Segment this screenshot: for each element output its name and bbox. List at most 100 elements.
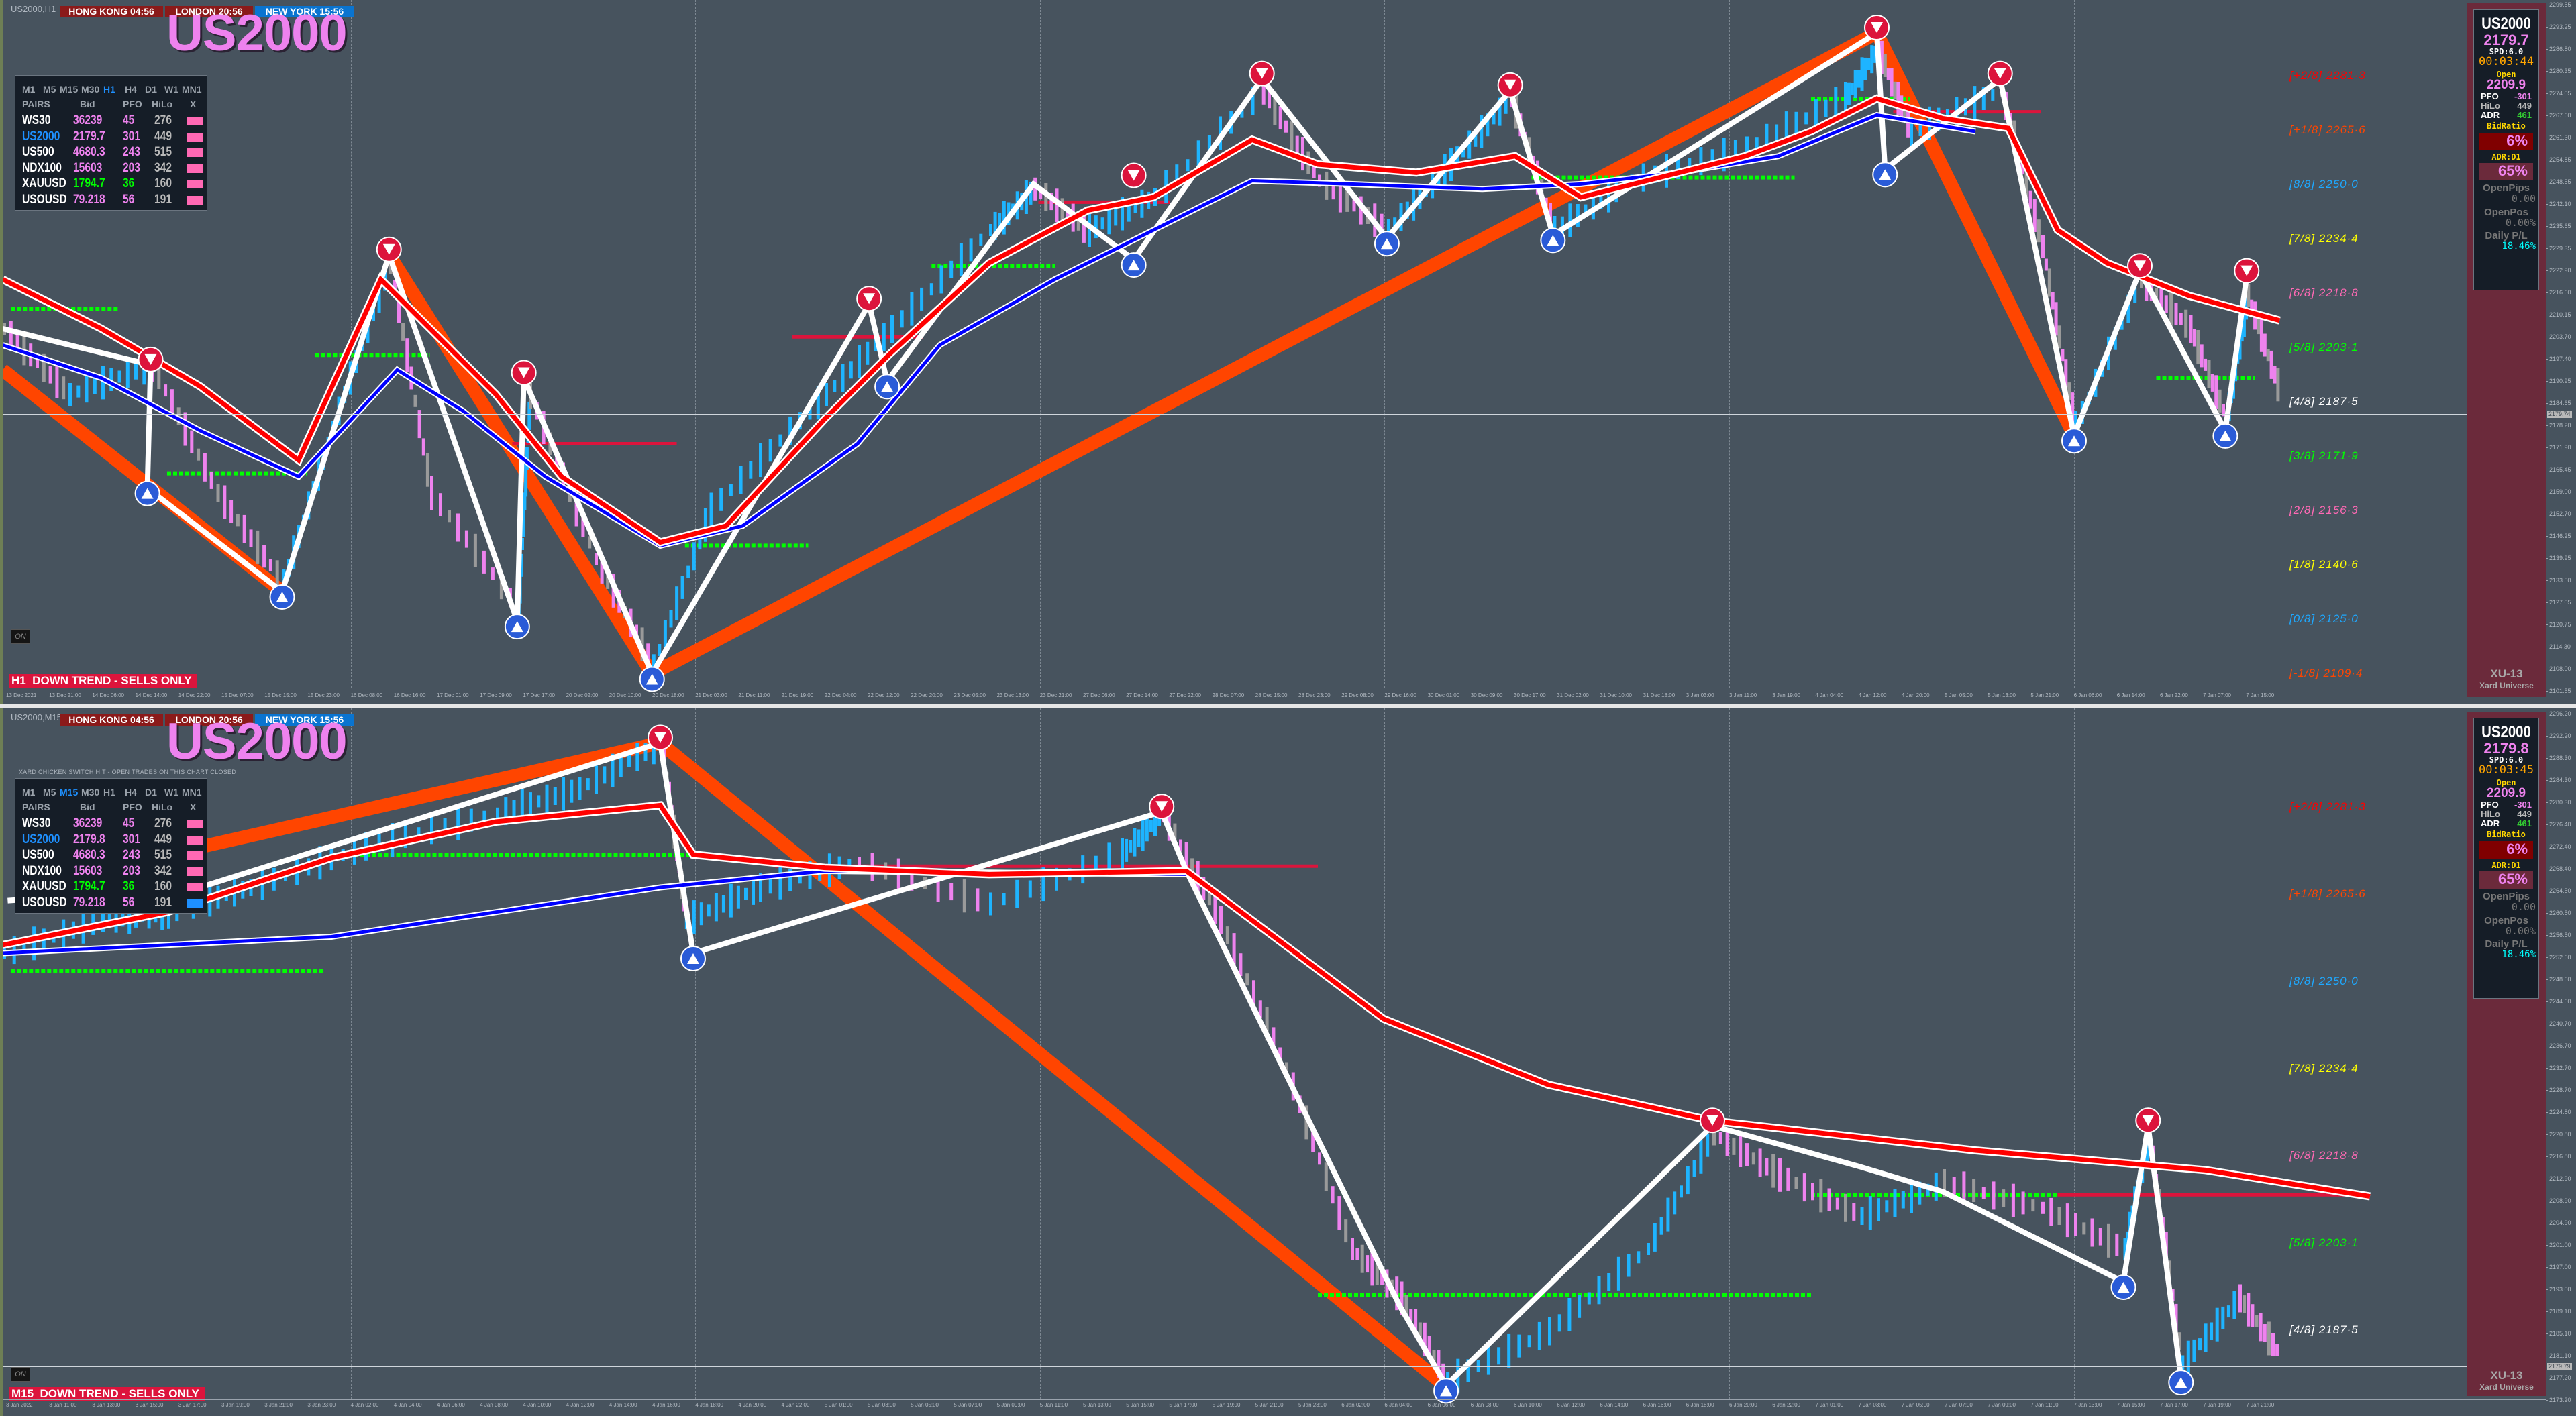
candlestick — [1834, 87, 1838, 121]
timeframe-button-m30[interactable]: M30 — [81, 787, 100, 798]
symbol-info-box: US2000 2179.8 SPD:6.0 00:03:45 Open 2209.9 PFO… — [2473, 718, 2539, 999]
candlestick — [197, 448, 201, 461]
brand-subtitle: Xard Universe — [2479, 681, 2534, 690]
price-chart[interactable] — [3, 708, 2546, 1416]
hilo-value: 276 — [154, 816, 172, 830]
table-row[interactable]: WS30 36239 45 276 — [15, 816, 207, 832]
price-axis[interactable]: 2296.20 2292.20 2288.30 2284.30 2280.30 2276.… — [2546, 708, 2576, 1416]
candlestick — [1952, 1177, 1956, 1195]
close-pair-button[interactable] — [187, 117, 203, 125]
buy-arrow-glyph — [1380, 238, 1393, 250]
zigzag-line — [7, 739, 2184, 1390]
hilo-value: 191 — [154, 192, 172, 207]
time-tick-label: 3 Jan 03:00 — [1686, 692, 1714, 698]
time-tick-label: 5 Jan 15:00 — [1126, 1402, 1154, 1408]
close-pair-button[interactable] — [187, 820, 203, 828]
close-pair-button[interactable] — [187, 883, 203, 891]
table-row[interactable]: NDX100 15603 203 342 — [15, 864, 207, 879]
sell-arrow-icon — [511, 360, 537, 386]
pair-name[interactable]: US500 — [22, 848, 54, 862]
pair-name[interactable]: US2000 — [22, 129, 60, 144]
pair-name[interactable]: USOUSD — [22, 895, 67, 910]
pair-name[interactable]: USOUSD — [22, 192, 67, 207]
timeframe-button-m30[interactable]: M30 — [81, 84, 100, 95]
close-pair-button[interactable] — [187, 835, 203, 845]
table-row[interactable]: US2000 2179.8 301 449 — [15, 832, 207, 848]
candlestick — [2181, 1355, 2185, 1373]
close-pair-button[interactable] — [187, 148, 203, 157]
buy-arrow-icon — [2110, 1274, 2136, 1300]
timeframe-button-m5[interactable]: M5 — [43, 84, 56, 95]
timeframe-button-h4[interactable]: H4 — [125, 787, 137, 798]
chart-symbol-timeframe: US2000,M15 — [11, 712, 62, 722]
buy-arrow-icon — [1374, 231, 1400, 257]
pair-name[interactable]: XAUUSD — [22, 176, 66, 190]
price-tick-label: 2228.70 — [2546, 1087, 2571, 1093]
pair-name[interactable]: US2000 — [22, 832, 60, 847]
close-pair-button[interactable] — [187, 195, 203, 205]
timeframe-button-h1[interactable]: H1 — [103, 84, 115, 95]
pair-name[interactable]: WS30 — [22, 816, 51, 830]
price-axis[interactable]: 2299.55 2293.25 2286.80 2280.35 2274.05 2267.… — [2546, 0, 2576, 704]
close-pair-button[interactable] — [187, 132, 203, 142]
table-row[interactable]: US500 4680.3 243 515 — [15, 145, 207, 160]
candlestick — [1474, 129, 1478, 147]
murrey-math-level: [+1/8] 2265·6 — [2289, 123, 2366, 136]
timeframe-button-d1[interactable]: D1 — [145, 84, 157, 95]
close-pair-button[interactable] — [187, 898, 203, 908]
candlestick — [2269, 350, 2273, 379]
pair-name[interactable]: WS30 — [22, 113, 51, 127]
close-pair-button[interactable] — [187, 867, 203, 876]
vertical-grid-line — [1384, 708, 1386, 1399]
sell-arrow-glyph — [1871, 22, 1883, 33]
timeframe-button-m1[interactable]: M1 — [22, 84, 36, 95]
timeframe-button-w1[interactable]: W1 — [164, 787, 178, 798]
candlestick — [2107, 1223, 2110, 1258]
candlestick — [1360, 1244, 1364, 1273]
pair-name[interactable]: US500 — [22, 145, 54, 159]
price-chart[interactable] — [3, 0, 2546, 704]
table-row[interactable]: NDX100 15603 203 342 — [15, 161, 207, 176]
table-row[interactable]: US500 4680.3 243 515 — [15, 848, 207, 863]
timeframe-button-m15[interactable]: M15 — [60, 84, 79, 95]
time-tick-label: 31 Dec 10:00 — [1600, 692, 1632, 698]
timeframe-button-mn1[interactable]: MN1 — [182, 84, 202, 95]
pair-name[interactable]: XAUUSD — [22, 879, 66, 893]
on-toggle-button[interactable]: ON — [11, 629, 30, 644]
timeframe-button-m15[interactable]: M15 — [60, 787, 79, 798]
buy-arrow-icon — [1540, 227, 1566, 254]
table-row[interactable]: XAUUSD 1794.7 36 160 — [15, 879, 207, 895]
close-pair-button[interactable] — [187, 164, 203, 173]
price-tick-label: 2293.25 — [2546, 23, 2571, 30]
time-tick-label: 7 Jan 03:00 — [1858, 1402, 1887, 1408]
candlestick — [1107, 206, 1111, 235]
pair-name[interactable]: NDX100 — [22, 160, 62, 175]
pane-separator[interactable] — [0, 704, 2576, 708]
timeframe-button-d1[interactable]: D1 — [145, 787, 157, 798]
time-axis[interactable] — [3, 1399, 2546, 1400]
price-tick-label: 2210.15 — [2546, 311, 2571, 318]
pair-name[interactable]: NDX100 — [22, 863, 62, 878]
on-toggle-button[interactable]: ON — [11, 1367, 30, 1382]
timeframe-button-w1[interactable]: W1 — [164, 84, 178, 95]
table-header: X — [190, 802, 197, 812]
close-pair-button[interactable] — [187, 851, 203, 860]
close-pair-button[interactable] — [187, 180, 203, 188]
candlestick — [1285, 1062, 1288, 1075]
price-tick-label: 2274.05 — [2546, 90, 2571, 97]
timeframe-button-h4[interactable]: H4 — [125, 84, 137, 95]
timeframe-button-m5[interactable]: M5 — [43, 787, 56, 798]
buy-arrow-glyph — [2068, 435, 2080, 447]
candlestick — [1370, 1252, 1374, 1286]
table-row[interactable]: WS30 36239 45 276 — [15, 113, 207, 129]
table-row[interactable]: USOUSD 79.218 56 191 — [15, 193, 207, 208]
table-row[interactable]: US2000 2179.7 301 449 — [15, 129, 207, 145]
table-row[interactable]: USOUSD 79.218 56 191 — [15, 895, 207, 911]
murrey-math-level: [0/8] 2125·0 — [2289, 612, 2359, 625]
table-row[interactable]: XAUUSD 1794.7 36 160 — [15, 176, 207, 192]
daily-pl-label: Daily P/L — [2485, 938, 2528, 950]
timeframe-button-m1[interactable]: M1 — [22, 787, 36, 798]
timeframe-button-h1[interactable]: H1 — [103, 787, 115, 798]
timeframe-button-mn1[interactable]: MN1 — [182, 787, 202, 798]
chicken-switch-notice: XARD CHICKEN SWITCH HIT - OPEN TRADES ON… — [19, 769, 237, 775]
